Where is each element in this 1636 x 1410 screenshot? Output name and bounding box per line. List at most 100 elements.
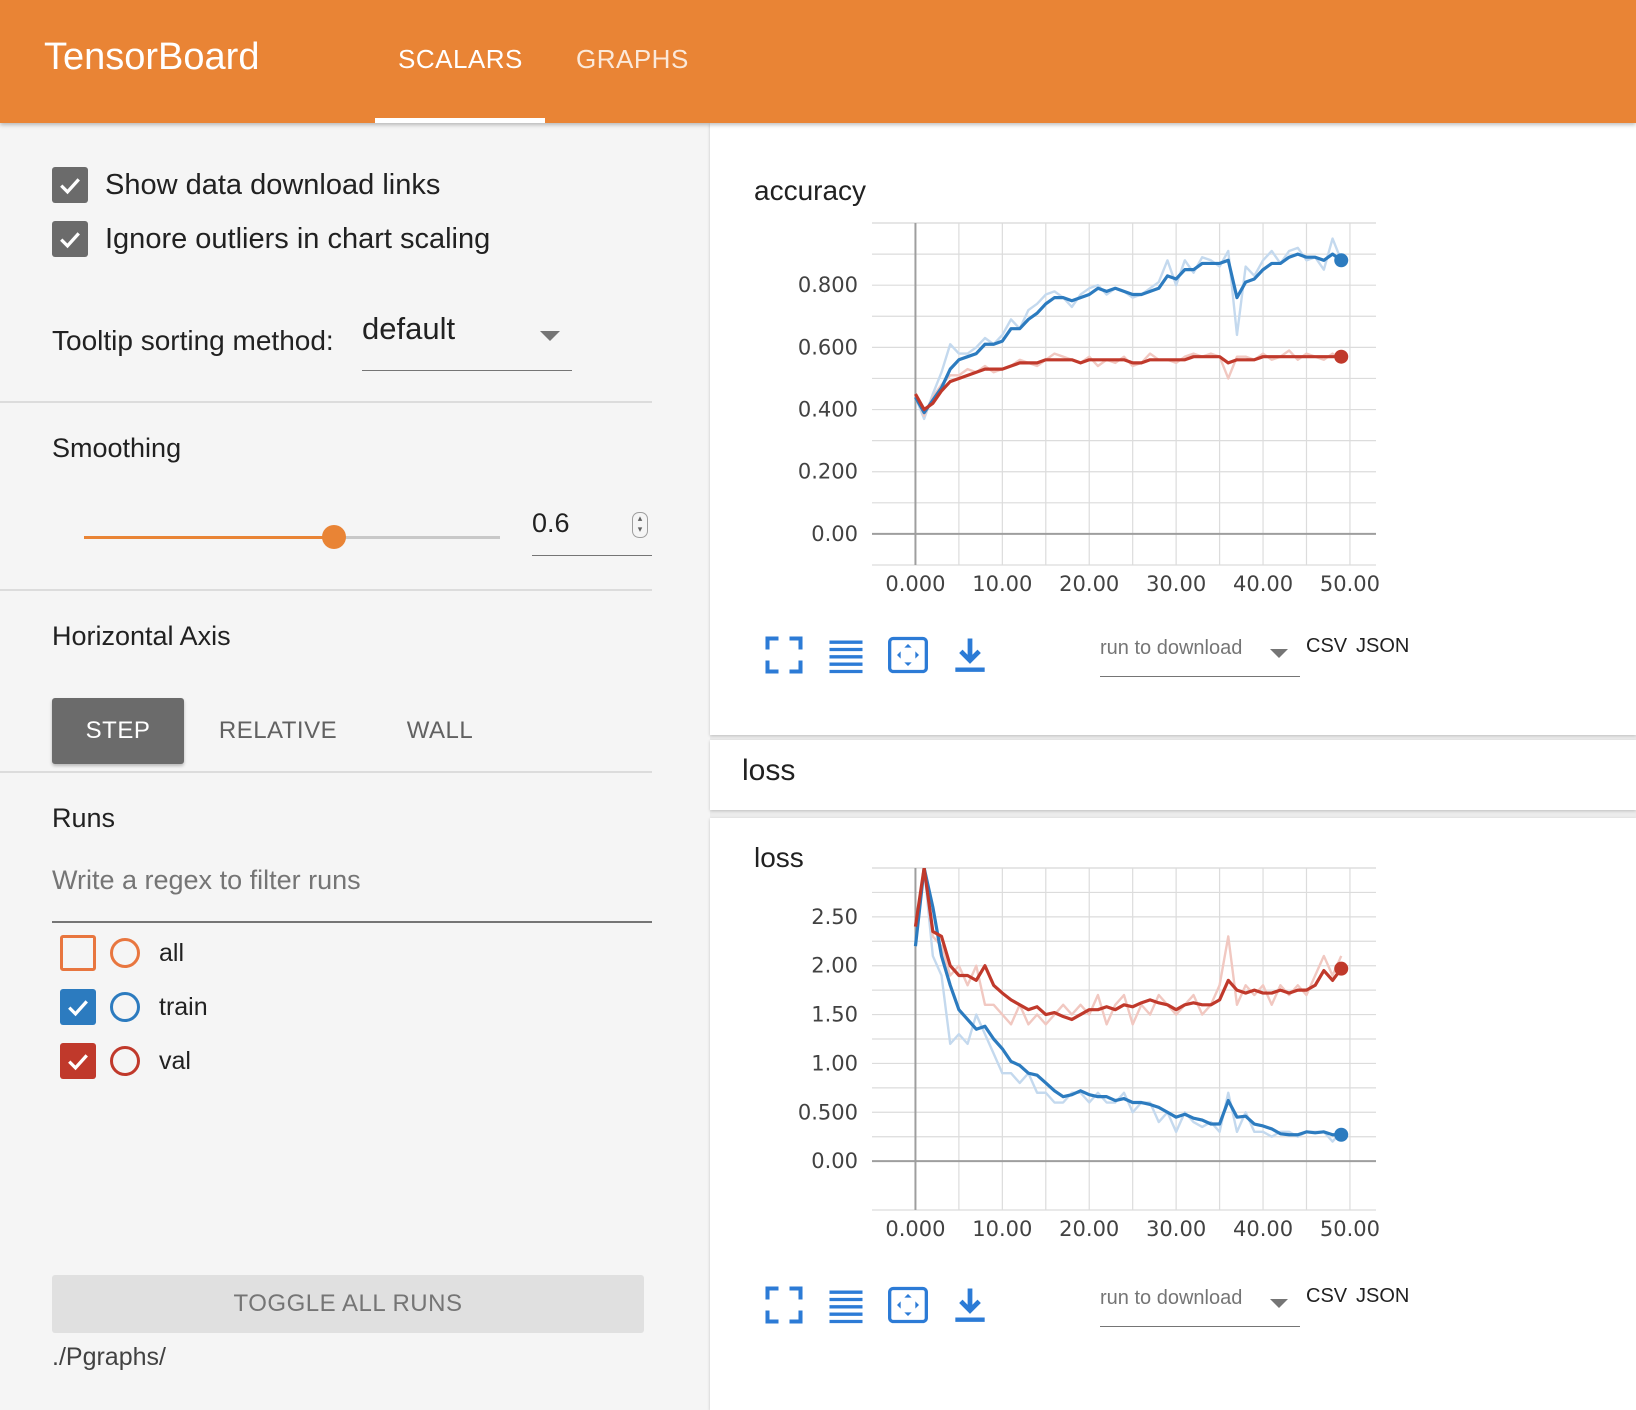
run-item-train[interactable]: train [60,989,208,1025]
y-tick-label: 2.50 [811,905,858,929]
series-line-val-smoothed [914,355,1342,412]
axis-relative-button[interactable]: RELATIVE [218,717,338,744]
smoothing-label: Smoothing [52,433,182,463]
toggle-log-scale-icon[interactable] [824,1283,868,1327]
x-tick-label: 20.00 [1059,1217,1119,1241]
series-endpoint-val [1334,961,1349,976]
y-tick-label: 0.00 [811,1149,858,1173]
download-icon[interactable] [948,633,992,677]
json-download-link[interactable]: JSON [1356,1285,1410,1307]
horizontal-axis-label: Horizontal Axis [52,621,231,651]
check-icon [60,232,80,249]
run-item-all[interactable]: all [60,935,184,971]
run-checkbox-train[interactable] [60,989,96,1025]
chart-card-loss: loss 0.00 0.500 1.00 1.50 2.00 2.50 0.000 10.00… [710,818,1636,1410]
active-tab-indicator [375,118,545,123]
x-tick-label: 0.000 [885,1217,945,1241]
show-download-links-option[interactable]: Show data download links [52,167,440,203]
json-download-link[interactable]: JSON [1356,635,1410,657]
tab-graphs[interactable]: GRAPHS [576,44,689,74]
main-content: accuracy 0.00 0.200 0.400 0.600 0.800 0.000 10… [710,123,1636,1410]
runs-filter-input[interactable] [52,865,652,896]
smoothing-slider-fill [84,536,334,539]
y-tick-label: 0.800 [798,273,858,297]
y-tick-label: 2.00 [811,954,858,978]
series-endpoint-train [1334,1127,1349,1142]
csv-download-link[interactable]: CSV [1306,1285,1348,1307]
check-icon [60,178,80,195]
run-color-swatch-val[interactable] [110,1046,140,1076]
download-icon[interactable] [948,1283,992,1327]
smoothing-slider[interactable] [84,525,500,549]
dropdown-arrow-icon [1270,649,1288,658]
y-tick-label: 0.500 [798,1100,858,1124]
run-label-val: val [159,1046,191,1075]
runs-label: Runs [52,803,116,833]
run-color-swatch-train[interactable] [110,992,140,1022]
axis-step-button[interactable]: STEP [52,698,184,764]
accuracy-chart[interactable]: 0.00 0.200 0.400 0.600 0.800 0.000 10.00 20.00 3… [710,123,1636,735]
ignore-outliers-option[interactable]: Ignore outliers in chart scaling [52,221,490,257]
y-tick-label: 0.00 [811,522,858,546]
toggle-all-runs-button[interactable]: TOGGLE ALL RUNS [52,1275,644,1333]
series-line-train-raw [914,237,1343,421]
run-checkbox-all[interactable] [60,935,96,971]
run-to-download-placeholder: run to download [1100,1287,1243,1309]
smoothing-value: 0.6 [532,508,570,538]
category-header-loss[interactable]: loss [710,740,1636,810]
x-tick-label: 50.00 [1320,1217,1380,1241]
run-checkbox-val[interactable] [60,1043,96,1079]
y-tick-label: 0.600 [798,335,858,359]
chart-title-accuracy: accuracy [754,175,867,206]
check-icon [68,1054,88,1071]
series-line-train-smoothed [914,252,1343,415]
top-app-bar: TensorBoard SCALARS GRAPHS [0,0,1636,123]
log-directory-path: ./Pgraphs/ [52,1343,166,1371]
y-tick-label: 0.400 [798,398,858,422]
expand-icon[interactable] [762,633,806,677]
run-item-val[interactable]: val [60,1043,191,1079]
sidebar: Show data download links Ignore outliers… [0,123,680,1410]
x-tick-label: 30.00 [1146,572,1206,596]
run-label-all: all [159,938,185,967]
ignore-outliers-checkbox[interactable] [52,221,88,257]
run-color-swatch-all[interactable] [110,938,140,968]
expand-icon[interactable] [762,1283,806,1327]
tooltip-sorting-label: Tooltip sorting method: [52,325,334,356]
chart-card-accuracy: accuracy 0.00 0.200 0.400 0.600 0.800 0.000 10… [710,123,1636,735]
x-tick-label: 10.00 [972,1217,1032,1241]
spinner-icon[interactable]: ▴ ▾ [632,512,648,538]
ignore-outliers-label: Ignore outliers in chart scaling [105,222,491,255]
dropdown-arrow-icon [1270,1299,1288,1308]
chart-title-loss: loss [754,842,804,873]
series-endpoint-train [1334,253,1349,268]
show-download-links-label: Show data download links [105,168,441,201]
axis-wall-button[interactable]: WALL [406,717,474,744]
x-tick-label: 50.00 [1320,572,1380,596]
series-line-train-smoothed [913,868,1342,1137]
y-tick-label: 0.200 [798,460,858,484]
tab-scalars[interactable]: SCALARS [398,44,523,74]
csv-download-link[interactable]: CSV [1306,635,1348,657]
run-label-train: train [159,992,208,1021]
section-divider [0,589,652,591]
toggle-log-scale-icon[interactable] [824,633,868,677]
smoothing-input[interactable]: 0.6 ▴ ▾ [532,506,652,556]
show-download-links-checkbox[interactable] [52,167,88,203]
series-line-val-raw [914,868,1343,1026]
series-endpoint-val [1334,349,1349,364]
series-line-train-raw [914,868,1343,1143]
loss-chart[interactable]: 0.00 0.500 1.00 1.50 2.00 2.50 0.000 10.00 20.00… [710,818,1636,1410]
run-to-download-select[interactable]: run to download [1100,1275,1300,1327]
runs-filter-field[interactable] [52,865,652,923]
category-title-loss: loss [742,754,796,787]
tooltip-sorting-value: default [362,311,456,346]
y-tick-label: 1.00 [811,1051,858,1075]
x-tick-label: 20.00 [1059,572,1119,596]
tooltip-sorting-select[interactable]: default [362,311,572,371]
fit-domain-icon[interactable] [886,633,930,677]
x-tick-label: 30.00 [1146,1217,1206,1241]
run-to-download-select[interactable]: run to download [1100,625,1300,677]
fit-domain-icon[interactable] [886,1283,930,1327]
smoothing-slider-thumb[interactable] [321,525,346,549]
